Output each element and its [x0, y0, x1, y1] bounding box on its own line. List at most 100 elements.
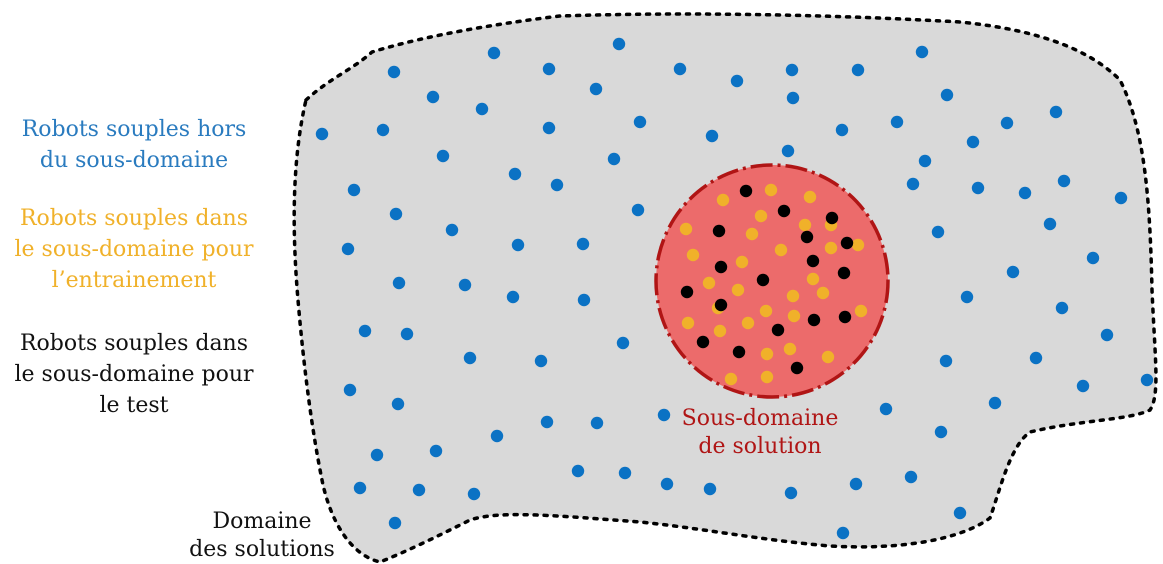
outside-robot-point — [412, 483, 426, 497]
train-robot-point — [774, 243, 788, 257]
train-robot-point — [731, 283, 745, 297]
test-robot-point — [732, 345, 746, 359]
train-robot-point — [681, 316, 695, 330]
train-robot-point — [764, 183, 778, 197]
train-robot-point — [803, 190, 817, 204]
legend-train-line: Robots souples dans — [19, 206, 249, 231]
test-robot-point — [712, 224, 726, 238]
outside-robots-points — [315, 37, 1154, 540]
train-robot-point — [787, 309, 801, 323]
subdomain-label-line: Sous-domaine — [681, 406, 839, 431]
train-robot-point — [679, 222, 693, 236]
train-robot-point — [713, 324, 727, 338]
legend-train-line: le sous-domaine pour — [14, 237, 254, 262]
outside-robot-point — [784, 486, 798, 500]
solution-subdomain-region — [654, 163, 890, 399]
outside-robot-point — [703, 482, 717, 496]
outside-robot-point — [786, 91, 800, 105]
outside-robot-point — [1057, 174, 1071, 188]
train-robot-point — [821, 350, 835, 364]
legend-train-robots: Robots souples dans le sous-domaine pour… — [0, 203, 268, 296]
outside-robot-point — [890, 115, 904, 129]
outside-robot-point — [849, 477, 863, 491]
outside-robot-point — [388, 516, 402, 530]
train-robot-point — [760, 347, 774, 361]
outside-robot-point — [341, 242, 355, 256]
legend-train-line: l’entrainement — [51, 268, 217, 293]
outside-robot-point — [343, 383, 357, 397]
outside-robot-point — [458, 278, 472, 292]
outside-robot-point — [463, 351, 477, 365]
legend-outside-line: Robots souples hors — [21, 117, 247, 142]
outside-robot-point — [966, 135, 980, 149]
test-robot-point — [838, 310, 852, 324]
outside-robot-point — [508, 167, 522, 181]
train-robot-point — [851, 238, 865, 252]
train-robot-point — [806, 272, 820, 286]
test-robot-point — [756, 273, 770, 287]
outside-robot-point — [971, 181, 985, 195]
outside-robot-point — [1086, 251, 1100, 265]
outside-robot-point — [673, 62, 687, 76]
outside-robot-point — [934, 425, 948, 439]
outside-robot-point — [1049, 105, 1063, 119]
outside-robot-point — [353, 481, 367, 495]
outside-robot-point — [571, 464, 585, 478]
train-robot-point — [735, 255, 749, 269]
legend-test-line: le test — [99, 393, 169, 418]
test-robots-points — [680, 184, 854, 375]
outside-robot-point — [1076, 379, 1090, 393]
outside-robot-point — [835, 123, 849, 137]
test-robot-point — [790, 361, 804, 375]
outside-robot-point — [487, 46, 501, 60]
outside-robot-point — [534, 354, 548, 368]
train-robot-point — [754, 209, 768, 223]
outside-robot-point — [1000, 116, 1014, 130]
outside-robot-point — [960, 290, 974, 304]
test-robot-point — [800, 230, 814, 244]
outside-robot-point — [540, 415, 554, 429]
train-robot-point — [798, 218, 812, 232]
train-robot-point — [686, 248, 700, 262]
outside-robot-point — [511, 238, 525, 252]
outside-robot-point — [315, 127, 329, 141]
outside-robot-point — [836, 526, 850, 540]
outside-robot-point — [631, 203, 645, 217]
test-robot-point — [806, 254, 820, 268]
outside-robot-point — [542, 62, 556, 76]
test-robot-point — [807, 313, 821, 327]
outside-robot-point — [490, 429, 504, 443]
test-robot-point — [696, 335, 710, 349]
outside-robot-point — [904, 470, 918, 484]
test-robot-point — [739, 184, 753, 198]
train-robot-point — [824, 241, 838, 255]
outside-robot-point — [931, 225, 945, 239]
train-robot-point — [786, 289, 800, 303]
outside-robot-point — [542, 121, 556, 135]
outside-robot-point — [879, 402, 893, 416]
legend-test-robots: Robots souples dans le sous-domaine pour… — [0, 328, 268, 421]
test-robot-point — [837, 266, 851, 280]
train-robot-point — [724, 372, 738, 386]
outside-robot-point — [576, 237, 590, 251]
test-robot-point — [714, 298, 728, 312]
outside-robot-point — [370, 448, 384, 462]
outside-robot-point — [1006, 265, 1020, 279]
outside-robot-point — [391, 397, 405, 411]
outside-robot-point — [612, 37, 626, 51]
outside-robot-point — [618, 466, 632, 480]
outside-robot-point — [918, 154, 932, 168]
train-robot-point — [702, 276, 716, 290]
outside-robot-point — [1018, 186, 1032, 200]
outside-robot-point — [1140, 373, 1154, 387]
outside-robot-point — [426, 90, 440, 104]
outside-robot-point — [550, 178, 564, 192]
outside-robot-point — [589, 82, 603, 96]
outside-robot-point — [785, 63, 799, 77]
test-robot-point — [714, 260, 728, 274]
outside-robot-point — [616, 336, 630, 350]
test-robot-point — [825, 211, 839, 225]
outside-robot-point — [1055, 301, 1069, 315]
outside-robot-point — [1029, 351, 1043, 365]
